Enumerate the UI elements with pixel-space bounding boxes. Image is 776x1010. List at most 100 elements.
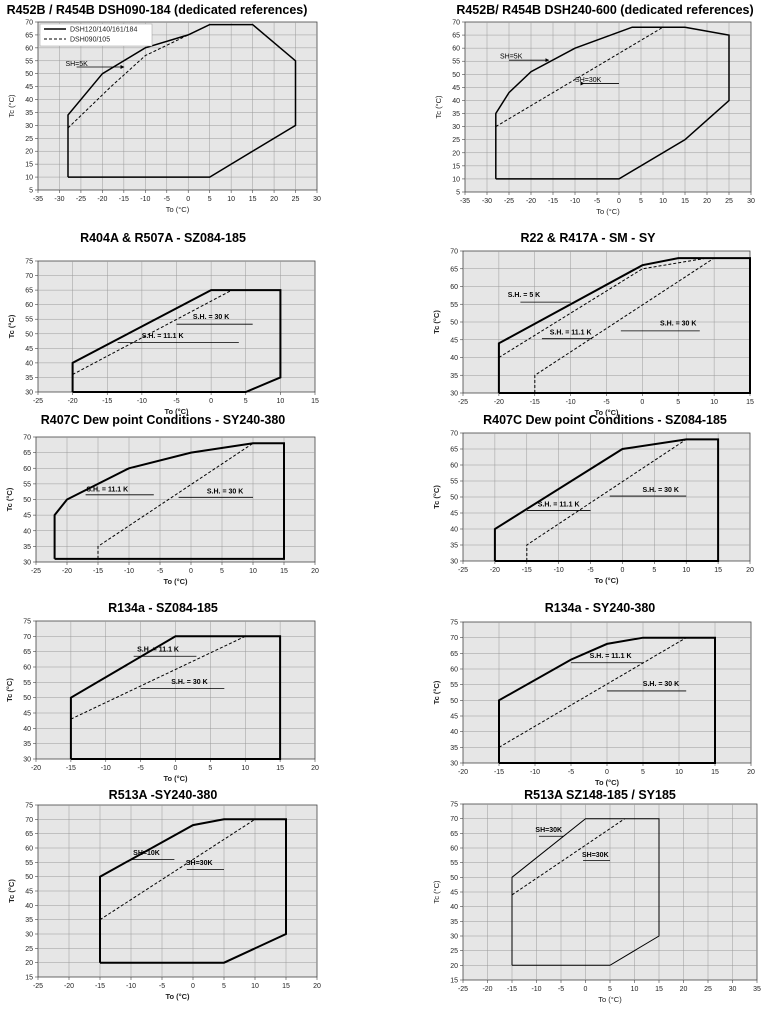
x-tick-label: -35 xyxy=(460,198,470,205)
y-tick-label: 40 xyxy=(25,903,33,910)
y-tick-label: 20 xyxy=(452,150,460,157)
x-tick-label: 0 xyxy=(620,567,624,574)
annotation-label: S.H. = 30 K xyxy=(643,681,679,688)
y-tick-label: 55 xyxy=(452,59,460,66)
y-tick-label: 15 xyxy=(450,978,458,985)
y-tick-label: 10 xyxy=(25,175,33,182)
y-tick-label: 60 xyxy=(450,463,458,470)
y-tick-label: 40 xyxy=(450,904,458,911)
x-tick-label: -20 xyxy=(97,196,107,203)
y-tick-label: 75 xyxy=(25,803,33,810)
x-tick-label: -20 xyxy=(526,198,536,205)
x-tick-label: -5 xyxy=(159,983,165,990)
y-tick-label: 45 xyxy=(450,337,458,344)
chart-r407c-sz084-185: R407C Dew point Conditions - SZ084-185 -2… xyxy=(432,413,754,585)
chart-title: R134a - SY240-380 xyxy=(545,601,656,615)
x-tick-label: 15 xyxy=(711,769,719,776)
x-tick-label: 5 xyxy=(244,398,248,405)
x-tick-label: 15 xyxy=(681,198,689,205)
x-tick-label: -15 xyxy=(95,983,105,990)
annotation: S.H. = 30 K xyxy=(609,487,687,497)
x-tick-label: -5 xyxy=(568,769,574,776)
y-tick-label: 70 xyxy=(23,435,31,442)
y-tick-label: 60 xyxy=(450,667,458,674)
x-axis-label: To (°C) xyxy=(163,774,188,783)
annotation: SH=30K xyxy=(575,77,619,86)
y-tick-label: 55 xyxy=(450,479,458,486)
x-tick-label: 20 xyxy=(311,568,319,575)
x-tick-label: 20 xyxy=(313,983,321,990)
annotation-label: SH=30K xyxy=(582,852,609,859)
y-tick-label: 45 xyxy=(452,85,460,92)
annotation: SH=5K xyxy=(500,54,550,63)
chart-r407c-sy240-380: R407C Dew point Conditions - SY240-380 -2… xyxy=(5,413,319,586)
x-tick-label: 15 xyxy=(282,983,290,990)
x-tick-label: -10 xyxy=(126,983,136,990)
y-tick-label: 50 xyxy=(25,874,33,881)
y-tick-label: 35 xyxy=(25,917,33,924)
series-line-1 xyxy=(498,637,687,748)
x-tick-label: 0 xyxy=(617,198,621,205)
annotation-label: S.H. = 30 K xyxy=(660,321,696,328)
y-tick-label: 50 xyxy=(25,71,33,78)
y-tick-label: 40 xyxy=(25,360,33,367)
legend-label: DSH120/140/161/184 xyxy=(70,27,137,34)
chart-r452b-dsh090-184: R452B / R454B DSH090-184 (dedicated refe… xyxy=(7,3,321,214)
series-line-0 xyxy=(53,442,285,560)
x-tick-label: 5 xyxy=(208,765,212,772)
x-tick-label: -10 xyxy=(140,196,150,203)
chart-title: R134a - SZ084-185 xyxy=(108,601,218,615)
x-tick-label: -10 xyxy=(137,398,147,405)
x-tick-label: 15 xyxy=(280,568,288,575)
x-tick-label: -5 xyxy=(157,568,163,575)
x-tick-label: -25 xyxy=(458,567,468,574)
y-tick-label: 45 xyxy=(25,84,33,91)
annotation-label: S.H. = 11.1 K xyxy=(86,487,128,494)
y-tick-label: 65 xyxy=(450,447,458,454)
series-line-0 xyxy=(497,257,751,394)
legend: DSH120/140/161/184 DSH090/105 xyxy=(39,23,153,47)
chart-title: R452B / R454B DSH090-184 (dedicated refe… xyxy=(7,3,308,17)
x-tick-label: 5 xyxy=(639,198,643,205)
annotation-label: SH=5K xyxy=(500,54,523,61)
x-tick-label: 15 xyxy=(714,567,722,574)
x-tick-label: -35 xyxy=(33,196,43,203)
y-tick-label: 20 xyxy=(450,963,458,970)
x-tick-label: -30 xyxy=(482,198,492,205)
x-tick-label: 10 xyxy=(241,765,249,772)
annotation-label: S.H. = 11.1 K xyxy=(142,333,184,340)
x-tick-label: 5 xyxy=(608,986,612,993)
x-tick-label: -15 xyxy=(93,568,103,575)
x-tick-label: 25 xyxy=(292,196,300,203)
y-tick-label: 65 xyxy=(450,266,458,273)
y-tick-label: 30 xyxy=(23,560,31,567)
y-tick-label: 65 xyxy=(23,450,31,457)
y-tick-label: 25 xyxy=(452,137,460,144)
y-tick-label: 60 xyxy=(450,284,458,291)
annotation: SH=30K xyxy=(186,860,224,870)
x-tick-label: -15 xyxy=(522,567,532,574)
annotation: S.H. = 11.1 K xyxy=(571,653,643,664)
y-tick-label: 10 xyxy=(452,176,460,183)
y-tick-label: 50 xyxy=(452,72,460,79)
annotation-label: S.H. = 30 K xyxy=(193,314,229,321)
x-tick-label: 10 xyxy=(659,198,667,205)
x-tick-label: 5 xyxy=(220,568,224,575)
x-tick-label: 30 xyxy=(729,986,737,993)
x-tick-label: -15 xyxy=(119,196,129,203)
x-tick-label: 10 xyxy=(227,196,235,203)
chart-r22-sm-sy: R22 & R417A - SM - SY -25 -20 -15 -10 -5 0 5 10 1… xyxy=(432,231,754,417)
y-tick-label: 5 xyxy=(29,188,33,195)
x-tick-label: 30 xyxy=(313,196,321,203)
annotation: SH=10K xyxy=(131,850,175,860)
y-tick-label: 55 xyxy=(450,302,458,309)
x-axis-label: To (°C) xyxy=(595,778,620,787)
x-tick-label: 10 xyxy=(631,986,639,993)
y-tick-label: 55 xyxy=(23,680,31,687)
x-axis-label: To (°C) xyxy=(163,577,188,586)
x-tick-label: -25 xyxy=(458,399,468,406)
y-tick-label: 30 xyxy=(450,761,458,768)
x-tick-label: 20 xyxy=(311,765,319,772)
x-tick-label: -15 xyxy=(494,769,504,776)
chart-title: R407C Dew point Conditions - SZ084-185 xyxy=(483,413,727,427)
